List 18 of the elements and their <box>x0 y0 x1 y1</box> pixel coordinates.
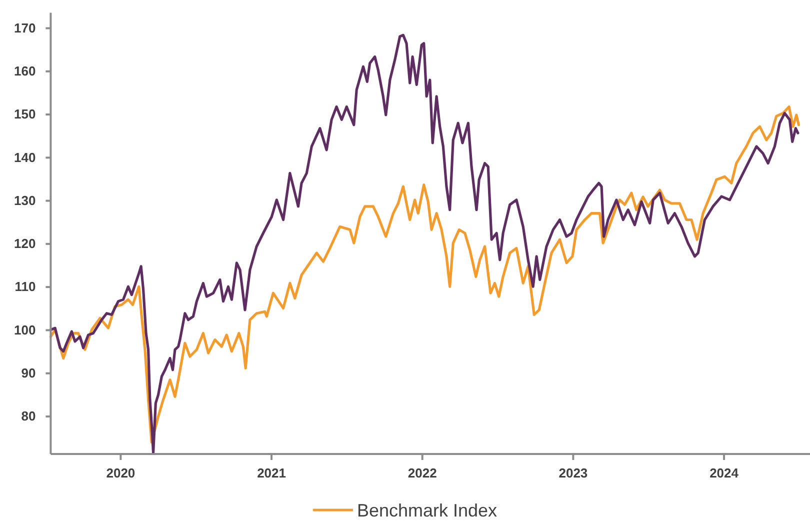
y-tick-label: 130 <box>14 192 36 208</box>
y-tick-label: 120 <box>14 236 36 252</box>
x-tick-label: 2021 <box>257 466 286 481</box>
y-tick-label: 160 <box>14 64 36 79</box>
x-tick-label: 2024 <box>710 466 740 481</box>
y-tick-label: 80 <box>21 408 36 424</box>
y-tick-label: 140 <box>14 150 36 165</box>
x-tick-label: 2022 <box>408 466 437 481</box>
y-tick-label: 150 <box>14 106 36 122</box>
y-tick-label: 170 <box>14 20 36 36</box>
x-tick-label: 2020 <box>106 466 136 481</box>
x-tick-label: 2023 <box>558 466 588 481</box>
line-series <box>49 34 800 454</box>
y-tick-label: 110 <box>14 279 36 294</box>
line-series <box>49 105 800 444</box>
legend-label: Benchmark Index <box>356 500 498 520</box>
y-tick-label: 90 <box>21 365 36 380</box>
y-tick-label: 100 <box>14 322 36 338</box>
